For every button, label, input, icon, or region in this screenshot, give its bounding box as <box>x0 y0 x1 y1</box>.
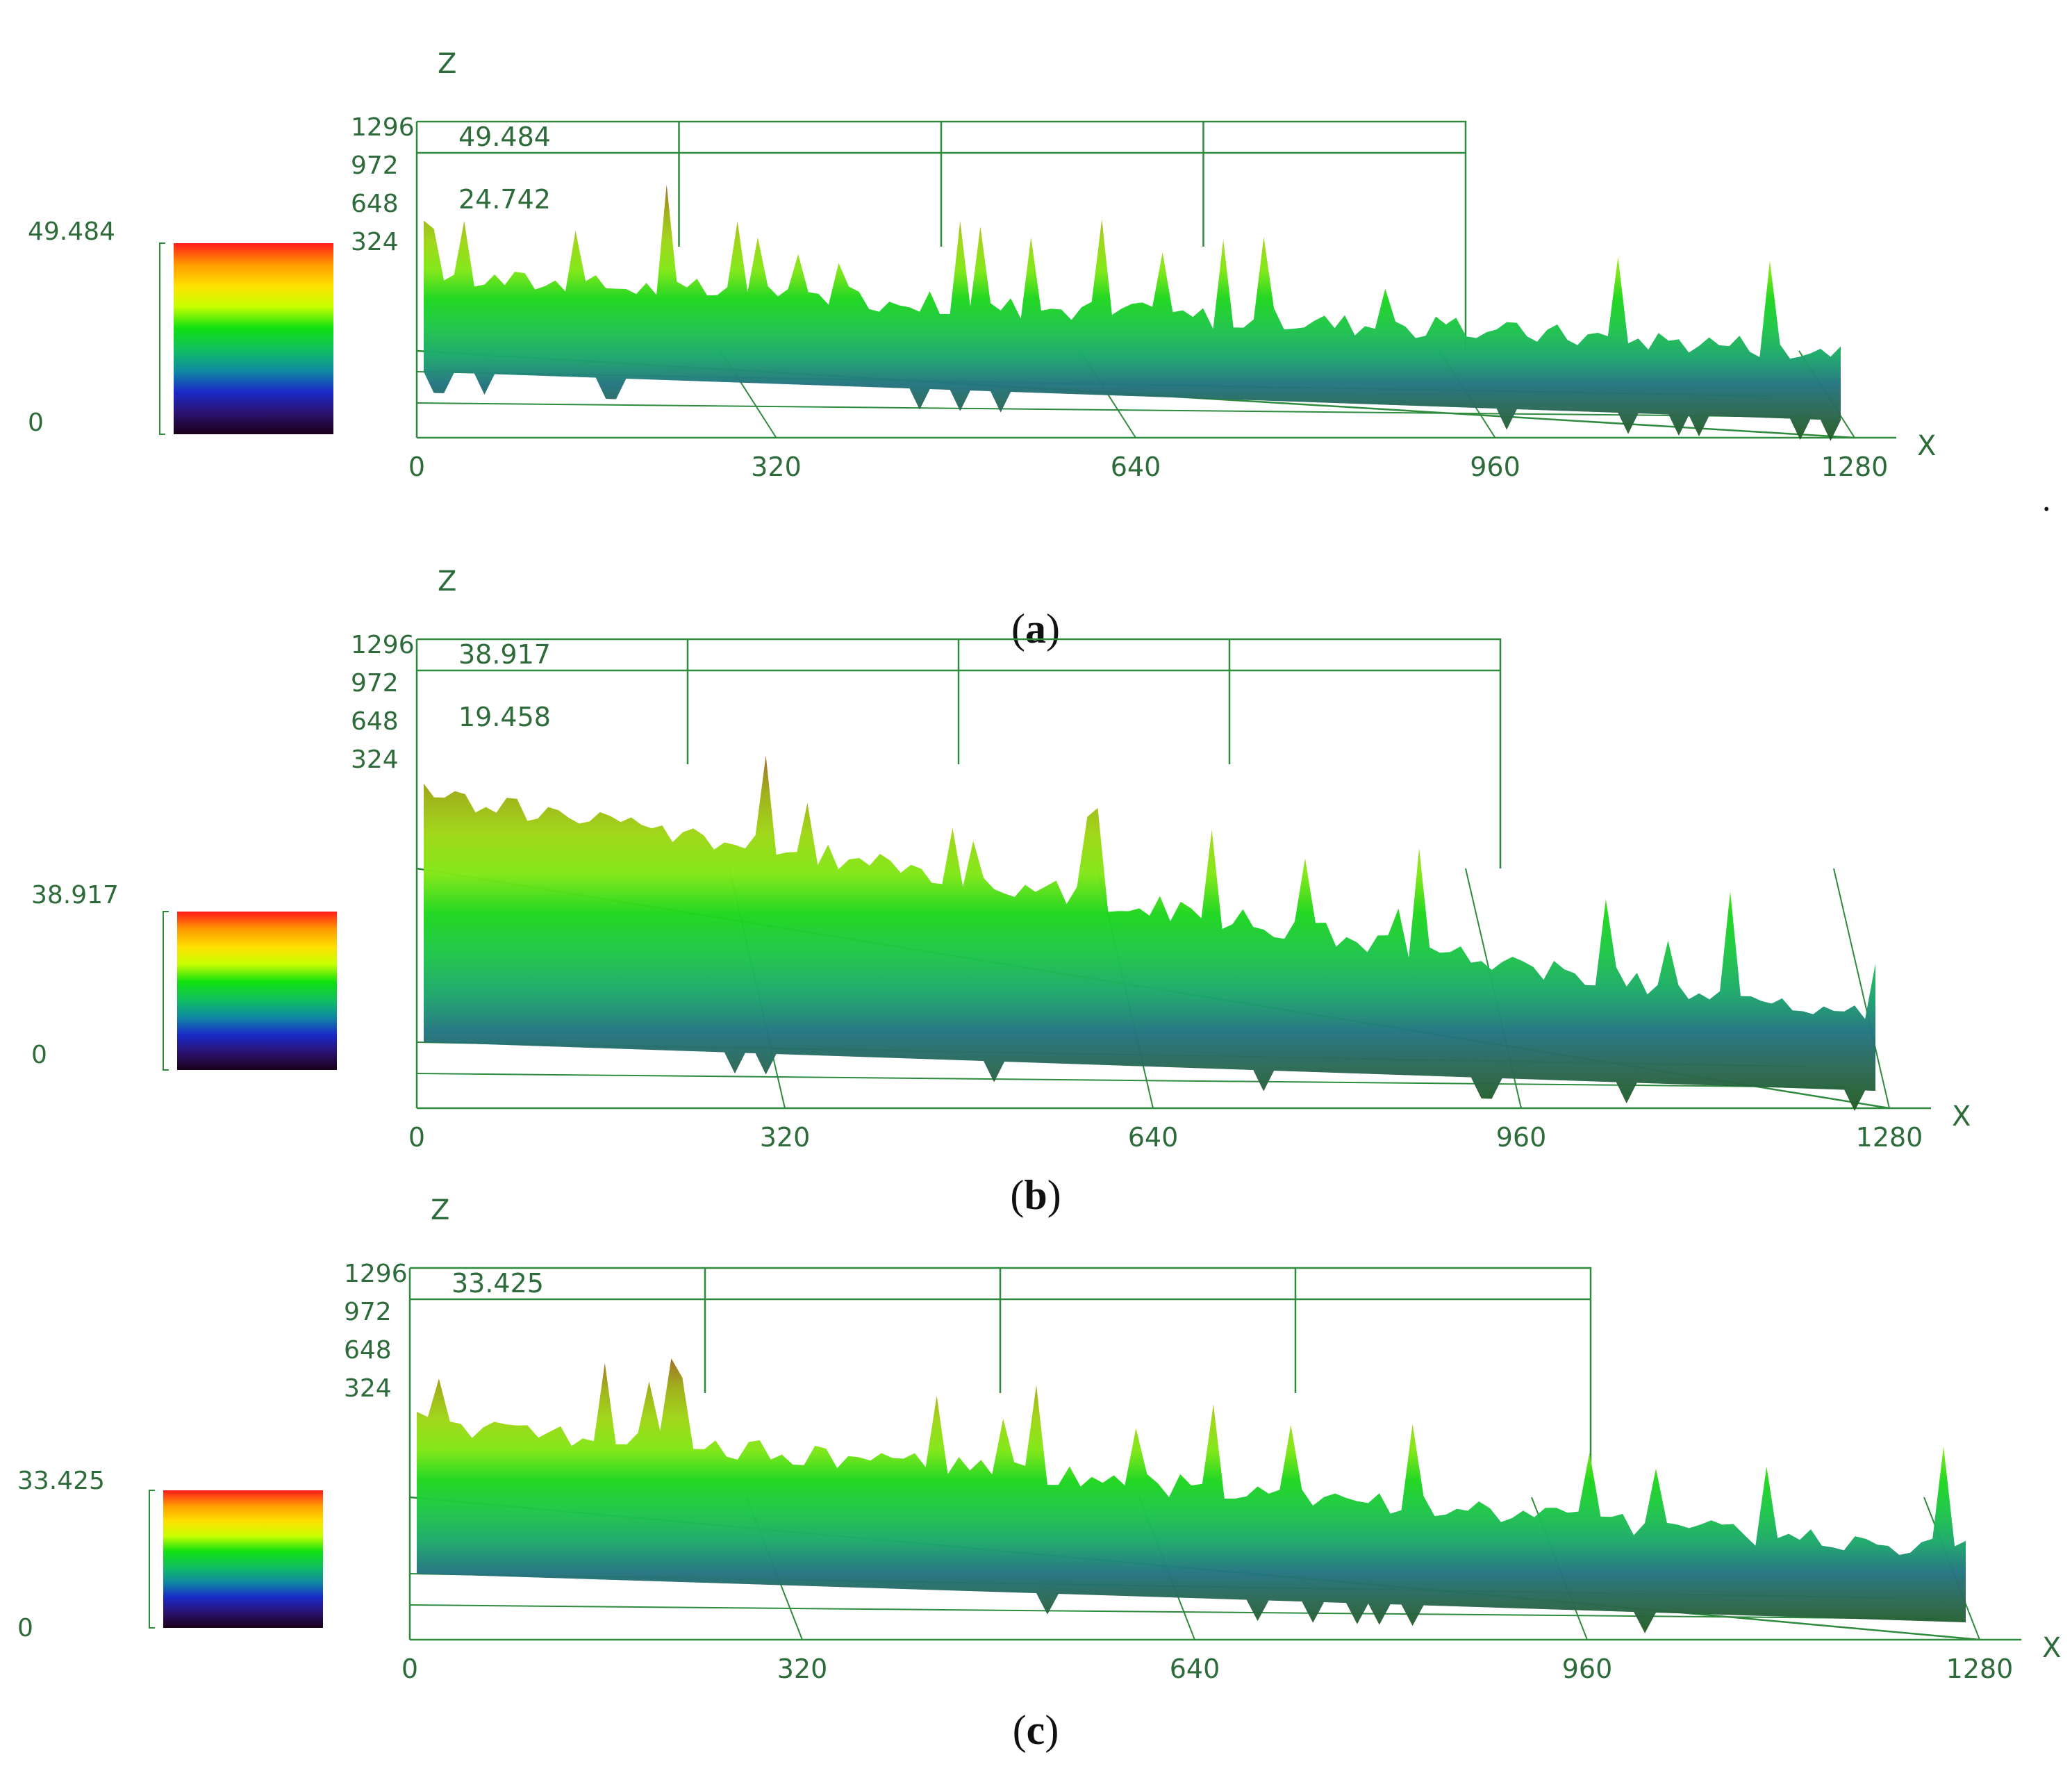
x-axis-label: X <box>1952 1101 1971 1132</box>
panel-b: 38.917 0 0 320 640 960 1280 X Z 1296 972 648 324 38.9… <box>31 566 1971 1218</box>
y-tick-label: 648 <box>351 707 399 736</box>
z-tick-label: 24.742 <box>458 184 551 215</box>
panel-label: b <box>1024 1172 1047 1218</box>
colorbar <box>163 1490 323 1628</box>
back-frame <box>417 638 1502 868</box>
surface-shading <box>424 755 1875 1111</box>
x-tick-label: 1280 <box>1946 1654 2014 1684</box>
y-tick-label: 648 <box>344 1336 392 1365</box>
y-tick-label: 972 <box>344 1298 392 1326</box>
z-axis-label: Z <box>431 1194 449 1226</box>
colorbar-max-label: 49.484 <box>28 217 115 246</box>
floor-gridline <box>416 402 1814 418</box>
panel-label: a <box>1025 606 1046 652</box>
surface <box>424 184 1841 441</box>
x-tick-label: 320 <box>760 1122 811 1153</box>
y-tick-label: 1296 <box>344 1260 408 1288</box>
y-tick-label: 324 <box>351 228 399 256</box>
z-tick-label: 33.425 <box>451 1268 544 1299</box>
y-tick-label: 1296 <box>351 113 415 142</box>
panel-caption: (a) <box>1011 606 1060 652</box>
colorbar-bracket <box>149 1490 155 1629</box>
floor-gridline <box>416 1073 1848 1088</box>
colorbar-max-label: 33.425 <box>17 1467 105 1495</box>
x-tick-label: 960 <box>1562 1654 1613 1684</box>
x-tick-label: 320 <box>751 452 802 482</box>
x-axis-label: X <box>2042 1632 2061 1664</box>
x-tick-label: 1280 <box>1821 452 1889 482</box>
x-tick-label: 0 <box>408 1122 425 1153</box>
y-tick-label: 324 <box>344 1374 392 1403</box>
panel-a: 49.484 0 0 320 640 960 1280 X Z 1296 972 648 324 49.4… <box>28 48 2051 652</box>
surface <box>417 1358 1966 1633</box>
panel-label: c <box>1027 1707 1045 1753</box>
panel-caption: (c) <box>1013 1707 1059 1753</box>
colorbar-min-label: 0 <box>28 409 44 437</box>
colorbar-min-label: 0 <box>17 1614 33 1642</box>
colorbar-max-label: 38.917 <box>31 881 119 909</box>
surface-shading <box>417 1358 1966 1633</box>
x-tick-label: 640 <box>1111 452 1161 482</box>
colorbar-bracket <box>163 911 169 1071</box>
x-tick-label: 0 <box>401 1654 418 1684</box>
x-tick-label: 0 <box>408 452 425 482</box>
x-tick-label: 1280 <box>1856 1122 1923 1153</box>
y-tick-label: 972 <box>351 669 399 698</box>
floor-gridline <box>1833 868 1890 1109</box>
colorbar-min-label: 0 <box>31 1041 47 1069</box>
colorbar <box>174 243 333 434</box>
z-tick-label: 38.917 <box>458 639 551 670</box>
z-tick-label: 19.458 <box>458 702 551 732</box>
x-tick-label: 960 <box>1470 452 1520 482</box>
trailing-mark: . <box>2042 479 2051 518</box>
x-axis-label: X <box>1917 430 1936 462</box>
surface <box>424 755 1875 1111</box>
y-tick-label: 1296 <box>351 631 415 659</box>
y-tick-label: 324 <box>351 746 399 774</box>
x-tick-label: 640 <box>1128 1122 1179 1153</box>
colorbar-bracket <box>159 242 165 435</box>
x-tick-label: 960 <box>1496 1122 1547 1153</box>
x-tick-label: 640 <box>1170 1654 1220 1684</box>
z-axis-label: Z <box>438 48 456 80</box>
floor-gridline <box>409 1604 1939 1620</box>
z-axis-label: Z <box>438 566 456 598</box>
back-frame <box>410 1267 1592 1497</box>
colorbar <box>177 912 337 1070</box>
back-frame <box>417 120 1467 351</box>
panel-c: 33.425 0 0 320 640 960 1280 X Z 1296 972 648 324 33.4… <box>17 1194 2061 1753</box>
x-tick-label: 320 <box>777 1654 828 1684</box>
z-tick-label: 49.484 <box>458 122 551 152</box>
surface-shading <box>424 184 1841 441</box>
y-tick-label: 648 <box>351 190 399 218</box>
panel-caption: (b) <box>1010 1172 1061 1218</box>
y-tick-label: 972 <box>351 151 399 180</box>
